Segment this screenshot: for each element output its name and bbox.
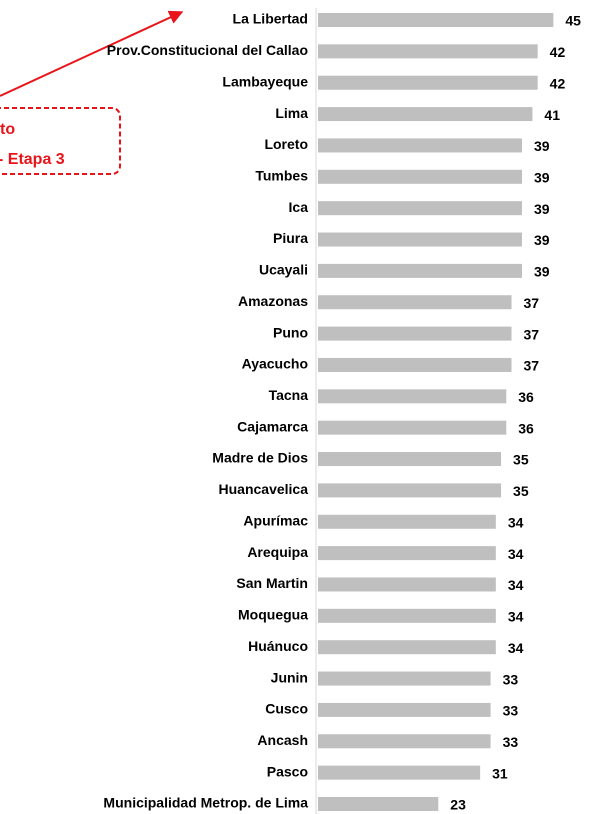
category-label: Cajamarca — [237, 418, 308, 434]
bar — [318, 201, 522, 216]
value-label: 45 — [565, 13, 581, 29]
bar — [318, 608, 496, 623]
category-label: Cusco — [265, 701, 308, 717]
value-label: 36 — [518, 420, 534, 436]
bar — [318, 138, 522, 153]
value-label: 31 — [492, 765, 508, 781]
category-label: Puno — [273, 324, 308, 340]
category-label: Huancavelica — [219, 481, 309, 497]
value-label: 39 — [534, 170, 550, 186]
value-label: 41 — [544, 107, 560, 123]
value-label: 34 — [508, 640, 524, 656]
value-label: 42 — [550, 75, 566, 91]
bar — [318, 357, 512, 372]
value-label: 23 — [450, 797, 466, 813]
value-label: 37 — [524, 358, 540, 374]
category-label: Ica — [289, 199, 309, 215]
value-label: 42 — [550, 44, 566, 60]
value-label: 39 — [534, 232, 550, 248]
bar — [318, 671, 491, 686]
value-label: 39 — [534, 264, 550, 280]
bar — [318, 797, 439, 811]
bar — [318, 420, 507, 435]
bar — [318, 765, 481, 780]
category-label: Huánuco — [248, 638, 308, 654]
category-label: Ancash — [257, 732, 308, 748]
category-label: Pasco — [267, 763, 308, 779]
category-label: Lambayeque — [222, 73, 308, 89]
bar — [318, 702, 491, 717]
bar — [318, 577, 496, 592]
value-label: 33 — [503, 671, 519, 687]
category-label: Piura — [273, 230, 308, 246]
bar — [318, 514, 496, 529]
category-label: La Libertad — [233, 11, 308, 27]
category-label: Tumbes — [255, 168, 308, 184]
annotation-text: - Etapa 3 — [0, 151, 65, 168]
category-label: Municipalidad Metrop. de Lima — [103, 795, 308, 811]
value-label: 37 — [524, 295, 540, 311]
category-label: Arequipa — [247, 544, 308, 560]
value-label: 33 — [503, 734, 519, 750]
bar — [318, 326, 512, 341]
bar — [318, 263, 522, 278]
category-label: San Martin — [236, 575, 308, 591]
value-label: 35 — [513, 452, 529, 468]
bar — [318, 483, 502, 498]
value-label: 34 — [508, 514, 524, 530]
category-label: Tacna — [269, 387, 309, 403]
bar — [318, 13, 554, 27]
bar — [318, 44, 538, 59]
category-label: Ayacucho — [242, 356, 308, 372]
bar — [318, 107, 533, 122]
category-label: Madre de Dios — [212, 450, 308, 466]
category-label: Moquegua — [238, 607, 308, 623]
value-label: 34 — [508, 546, 524, 562]
annotation-text: to — [0, 121, 15, 138]
category-label: Loreto — [264, 136, 308, 152]
bar — [318, 389, 507, 404]
category-label: Ucayali — [259, 262, 308, 278]
bar — [318, 232, 522, 247]
category-label: Amazonas — [238, 293, 308, 309]
bar — [318, 734, 491, 749]
annotation-box — [0, 107, 121, 175]
annotation-arrow — [0, 10, 184, 97]
bar — [318, 295, 512, 310]
bar — [318, 546, 496, 561]
bar — [318, 640, 496, 655]
category-label: Prov.Constitucional del Callao — [107, 42, 308, 58]
category-label: Junin — [271, 669, 308, 685]
value-label: 35 — [513, 483, 529, 499]
value-label: 39 — [534, 138, 550, 154]
bar — [318, 75, 538, 90]
bar — [318, 452, 502, 467]
bar — [318, 169, 522, 184]
value-label: 36 — [518, 389, 534, 405]
category-label: Lima — [275, 105, 308, 121]
value-label: 34 — [508, 609, 524, 625]
category-label: Apurímac — [243, 512, 308, 528]
value-label: 33 — [503, 703, 519, 719]
value-label: 39 — [534, 201, 550, 217]
value-label: 37 — [524, 326, 540, 342]
value-label: 34 — [508, 577, 524, 593]
